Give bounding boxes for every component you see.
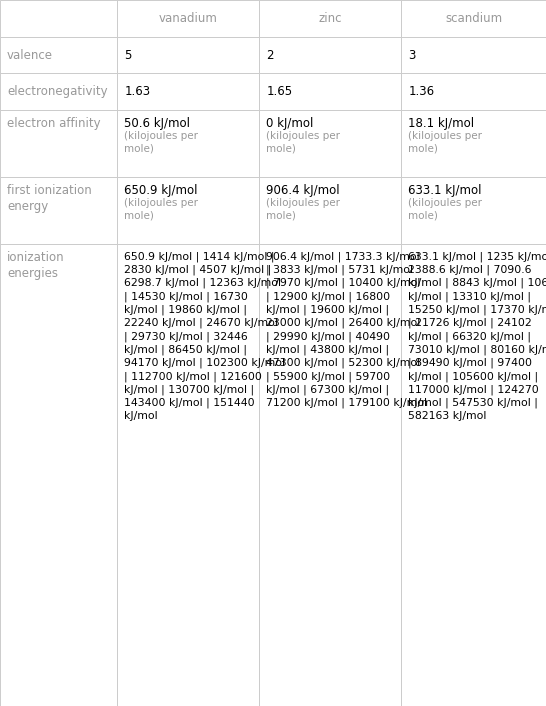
Text: 633.1 kJ/mol | 1235 kJ/mol |
2388.6 kJ/mol | 7090.6
kJ/mol | 8843 kJ/mol | 10679: 633.1 kJ/mol | 1235 kJ/mol | 2388.6 kJ/m…: [408, 251, 546, 421]
Text: 50.6 kJ/mol: 50.6 kJ/mol: [124, 117, 191, 130]
Bar: [259, 244, 401, 706]
Text: 1.65: 1.65: [266, 85, 293, 98]
Text: 18.1 kJ/mol: 18.1 kJ/mol: [408, 117, 474, 130]
Bar: [401, 110, 546, 177]
Text: (kilojoules per
mole): (kilojoules per mole): [408, 198, 483, 221]
Text: valence: valence: [7, 49, 53, 61]
Text: scandium: scandium: [445, 12, 502, 25]
Text: 906.4 kJ/mol | 1733.3 kJ/mol
| 3833 kJ/mol | 5731 kJ/mol
| 7970 kJ/mol | 10400 k: 906.4 kJ/mol | 1733.3 kJ/mol | 3833 kJ/m…: [266, 251, 428, 408]
Text: 650.9 kJ/mol | 1414 kJ/mol |
2830 kJ/mol | 4507 kJ/mol |
6298.7 kJ/mol | 12363 k: 650.9 kJ/mol | 1414 kJ/mol | 2830 kJ/mol…: [124, 251, 286, 421]
Bar: [259, 177, 401, 244]
Bar: [117, 244, 259, 706]
Bar: [259, 73, 401, 110]
Text: (kilojoules per
mole): (kilojoules per mole): [266, 198, 341, 221]
Bar: [401, 177, 546, 244]
Text: (kilojoules per
mole): (kilojoules per mole): [266, 131, 341, 154]
Bar: [259, 110, 401, 177]
Bar: [0, 37, 117, 73]
Bar: [117, 0, 259, 37]
Text: 0 kJ/mol: 0 kJ/mol: [266, 117, 314, 130]
Bar: [0, 177, 117, 244]
Text: 650.9 kJ/mol: 650.9 kJ/mol: [124, 184, 198, 197]
Text: ionization
energies: ionization energies: [7, 251, 65, 280]
Bar: [117, 73, 259, 110]
Text: first ionization
energy: first ionization energy: [7, 184, 92, 213]
Text: 1.36: 1.36: [408, 85, 435, 98]
Bar: [0, 110, 117, 177]
Bar: [117, 37, 259, 73]
Bar: [259, 0, 401, 37]
Text: (kilojoules per
mole): (kilojoules per mole): [124, 198, 199, 221]
Text: 633.1 kJ/mol: 633.1 kJ/mol: [408, 184, 482, 197]
Text: electronegativity: electronegativity: [7, 85, 108, 98]
Text: 3: 3: [408, 49, 416, 61]
Text: 5: 5: [124, 49, 132, 61]
Text: electron affinity: electron affinity: [7, 117, 100, 130]
Bar: [401, 73, 546, 110]
Text: (kilojoules per
mole): (kilojoules per mole): [408, 131, 483, 154]
Bar: [0, 0, 117, 37]
Text: vanadium: vanadium: [159, 12, 218, 25]
Bar: [117, 110, 259, 177]
Bar: [259, 37, 401, 73]
Bar: [401, 0, 546, 37]
Text: zinc: zinc: [318, 12, 342, 25]
Bar: [117, 177, 259, 244]
Text: 906.4 kJ/mol: 906.4 kJ/mol: [266, 184, 340, 197]
Text: 1.63: 1.63: [124, 85, 151, 98]
Text: (kilojoules per
mole): (kilojoules per mole): [124, 131, 199, 154]
Text: 2: 2: [266, 49, 274, 61]
Bar: [0, 244, 117, 706]
Bar: [0, 73, 117, 110]
Bar: [401, 244, 546, 706]
Bar: [401, 37, 546, 73]
